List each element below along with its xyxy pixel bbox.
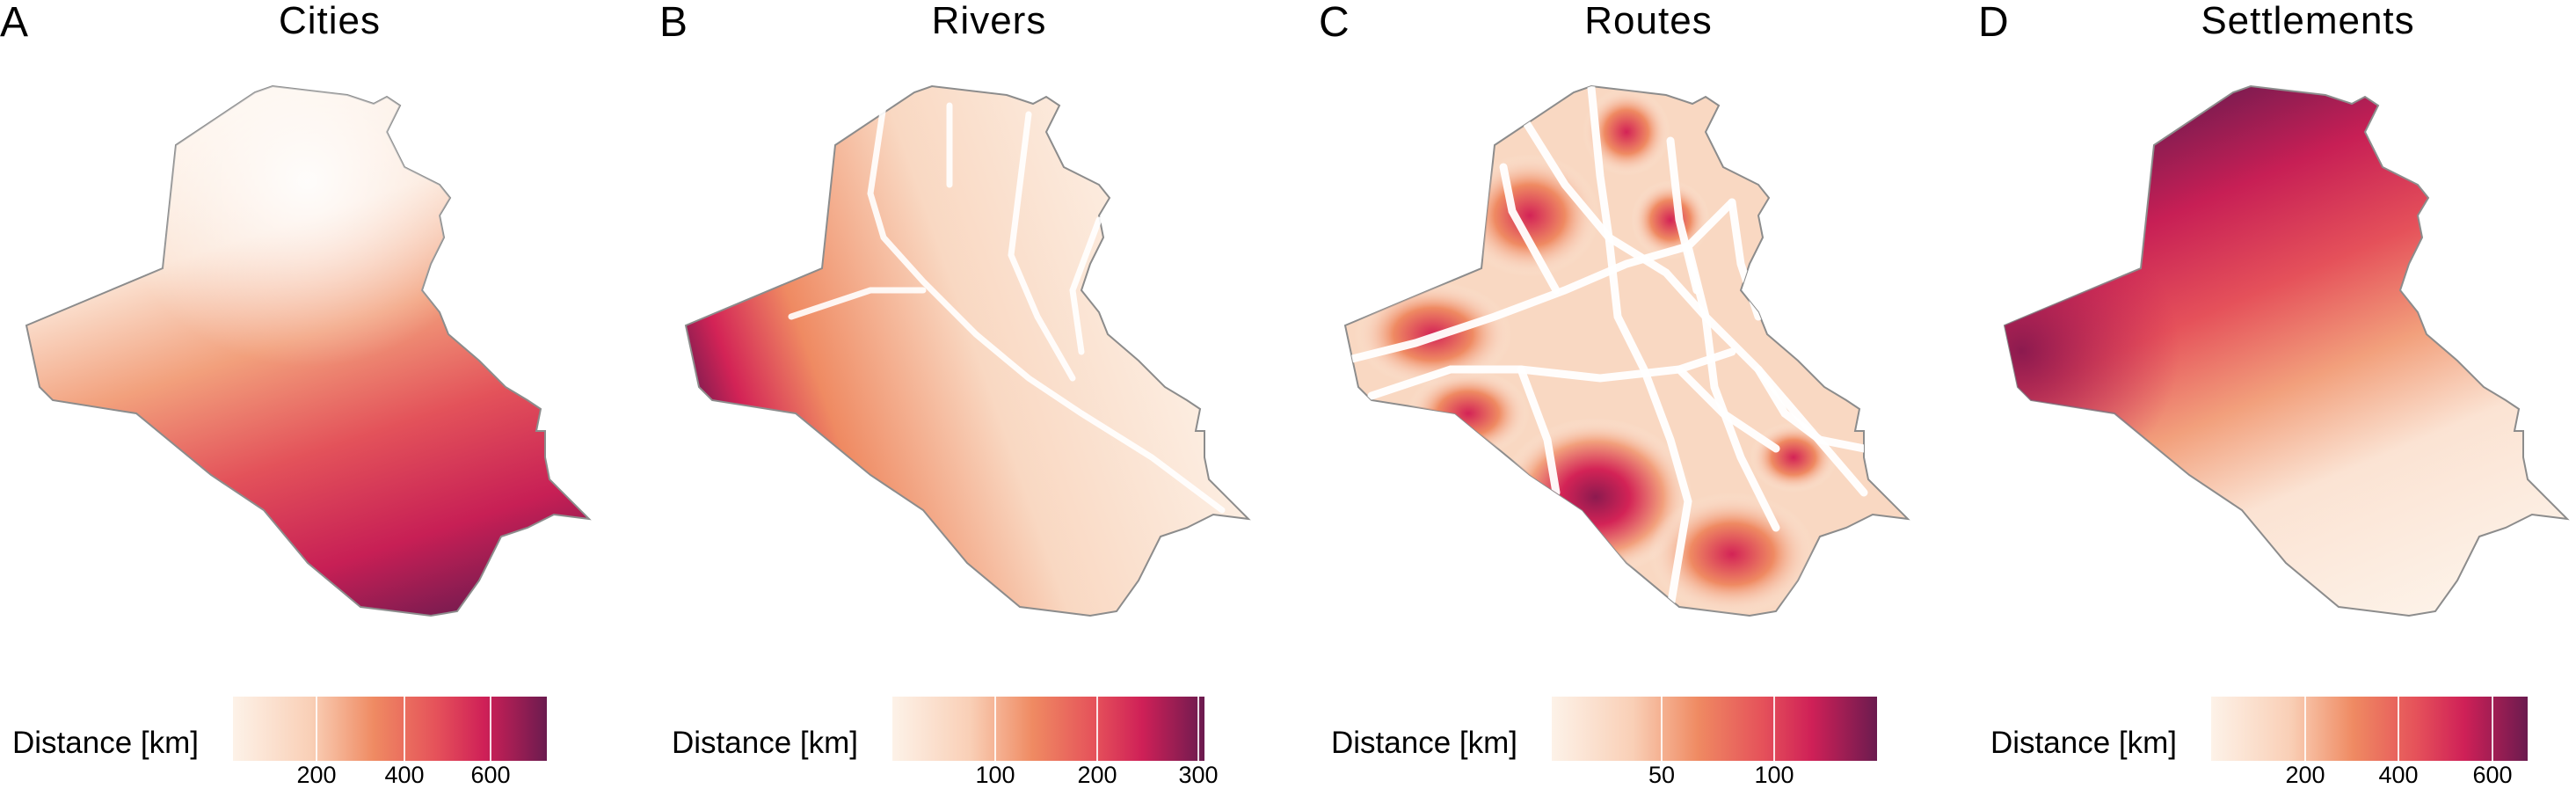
panel-title: Routes <box>1584 0 1713 42</box>
legend-colorbar <box>1552 697 1877 761</box>
legend-tickmark <box>2398 697 2399 761</box>
panel-letter: A <box>0 0 29 46</box>
legend-tickmark <box>1197 697 1199 761</box>
legend: Distance [km] 100 200 300 <box>659 686 1319 788</box>
river-lines <box>788 102 1226 514</box>
legend-tick-label: 300 <box>1178 762 1219 788</box>
panel-title: Settlements <box>2201 0 2415 42</box>
panel-letter: C <box>1319 0 1350 46</box>
panel-letter: D <box>1978 0 2009 46</box>
panel-rivers: B Rivers <box>659 0 1319 796</box>
panel-title: Cities <box>278 0 382 42</box>
legend-tick-label: 200 <box>296 762 337 788</box>
legend-tick-label: 600 <box>470 762 511 788</box>
legend-label: Distance [km] <box>1331 726 1517 760</box>
legend-tick-label: 100 <box>1754 762 1794 788</box>
legend-tickmark <box>404 697 405 761</box>
legend-tickmark <box>2304 697 2306 761</box>
legend-label: Distance [km] <box>12 726 199 760</box>
legend-tick-label: 200 <box>2285 762 2325 788</box>
map-settlements <box>2003 84 2570 617</box>
legend-colorbar <box>892 697 1204 761</box>
map-routes <box>1343 84 1910 617</box>
panel-cities: A Cities Distance [km] 200 <box>0 0 659 796</box>
country-shape <box>2003 84 2570 617</box>
legend-tickmark <box>1773 697 1775 761</box>
panel-letter: B <box>659 0 688 46</box>
legend: Distance [km] 200 400 600 <box>0 686 659 788</box>
legend-label: Distance [km] <box>672 726 858 760</box>
legend-tick-label: 50 <box>1648 762 1676 788</box>
map-rivers <box>684 84 1251 617</box>
panel-settlements: D Settlements Distance [km] <box>1978 0 2576 796</box>
legend-tick-label: 100 <box>975 762 1015 788</box>
country-shape <box>1343 84 1910 617</box>
panel-title: Rivers <box>931 0 1047 42</box>
legend-colorbar <box>2211 697 2528 761</box>
legend-tick-label: 200 <box>1077 762 1117 788</box>
legend-tickmark <box>316 697 317 761</box>
legend-tickmark <box>994 697 996 761</box>
legend-colorbar <box>233 697 547 761</box>
legend-tickmark <box>1661 697 1663 761</box>
legend-tick-label: 400 <box>2378 762 2419 788</box>
panel-routes: C Routes <box>1319 0 1978 796</box>
route-lines <box>1345 86 1868 611</box>
legend: Distance [km] 200 400 600 <box>1978 686 2576 788</box>
legend-tickmark <box>2492 697 2493 761</box>
legend-label: Distance [km] <box>1990 726 2177 760</box>
country-shape <box>684 84 1251 617</box>
legend-tickmark <box>490 697 491 761</box>
country-shape <box>25 84 592 617</box>
legend-tick-label: 600 <box>2472 762 2513 788</box>
legend-tick-label: 400 <box>384 762 425 788</box>
legend-tickmark <box>1096 697 1098 761</box>
map-cities <box>25 84 592 617</box>
legend: Distance [km] 50 100 <box>1319 686 1978 788</box>
